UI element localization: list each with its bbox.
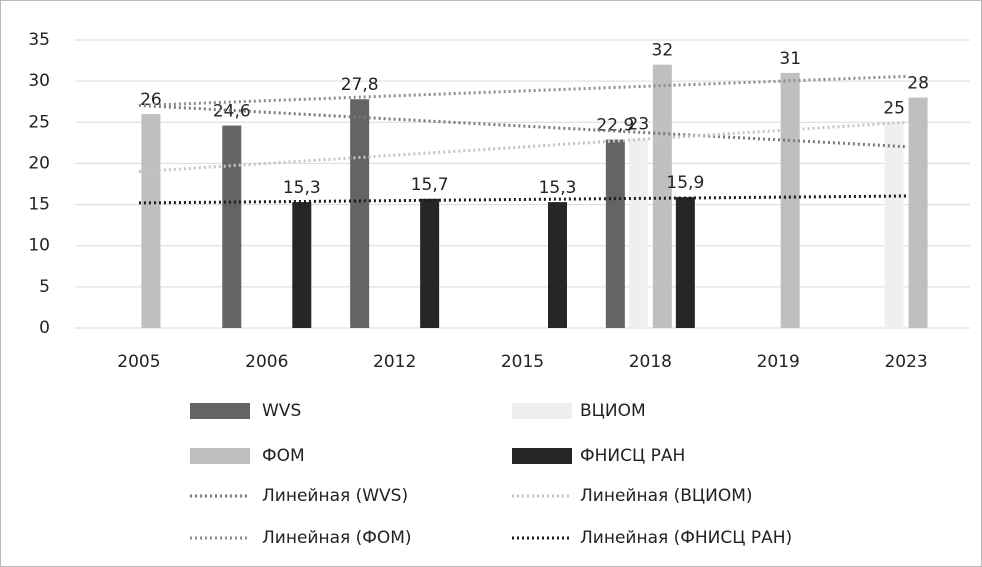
trend-line — [138, 120, 907, 174]
x-tick-label: 2012 — [373, 352, 416, 372]
y-tick-label: 25 — [28, 112, 50, 132]
data-label: 15,7 — [411, 175, 449, 195]
data-label: 25 — [883, 98, 905, 118]
bar — [292, 202, 312, 328]
bar — [884, 122, 904, 329]
data-label: 24,6 — [213, 102, 251, 122]
data-label: 32 — [652, 41, 674, 61]
legend-label: Линейная (WVS) — [262, 486, 408, 506]
data-label: 28 — [907, 74, 929, 94]
x-tick-label: 2006 — [245, 352, 288, 372]
bar — [548, 202, 567, 328]
legend-label: ФНИСЦ РАН — [580, 446, 685, 466]
legend-label: Линейная (ФНИСЦ РАН) — [580, 528, 792, 548]
legend-label: ВЦИОМ — [580, 401, 646, 421]
legend-swatch — [190, 448, 250, 464]
y-tick-label: 15 — [28, 195, 50, 215]
x-tick-label: 2018 — [629, 352, 672, 372]
data-label: 15,3 — [539, 178, 577, 198]
bar — [675, 197, 695, 328]
data-label: 26 — [140, 90, 162, 110]
data-label: 23 — [628, 115, 650, 135]
y-tick-label: 30 — [28, 71, 50, 91]
data-label: 15,3 — [283, 178, 321, 198]
bar — [652, 64, 672, 328]
legend-swatch — [512, 448, 572, 464]
bar — [908, 97, 928, 328]
bar — [628, 138, 648, 328]
x-tick-label: 2019 — [757, 352, 800, 372]
x-tick-label: 2015 — [501, 352, 544, 372]
data-label: 15,9 — [666, 173, 704, 193]
bar — [605, 139, 625, 328]
y-tick-label: 0 — [39, 318, 50, 338]
legend-swatch — [512, 403, 572, 419]
bar — [420, 198, 440, 328]
y-tick-label: 5 — [39, 277, 50, 297]
legend-swatch — [190, 403, 250, 419]
data-label: 27,8 — [341, 75, 379, 95]
trend-line — [138, 103, 907, 149]
x-tick-label: 2023 — [884, 352, 927, 372]
bar — [222, 125, 242, 328]
legend-label: ФОМ — [262, 446, 305, 466]
x-tick-label: 2005 — [117, 352, 160, 372]
legend-label: WVS — [262, 401, 301, 421]
bar — [141, 114, 161, 328]
legend-label: Линейная (ФОМ) — [262, 528, 412, 548]
y-tick-label: 35 — [28, 30, 50, 50]
bar — [780, 72, 800, 329]
y-tick-label: 20 — [28, 153, 50, 173]
data-label: 31 — [779, 49, 801, 69]
legend-label: Линейная (ВЦИОМ) — [580, 486, 753, 506]
bar — [350, 99, 370, 328]
y-tick-label: 10 — [28, 236, 50, 256]
